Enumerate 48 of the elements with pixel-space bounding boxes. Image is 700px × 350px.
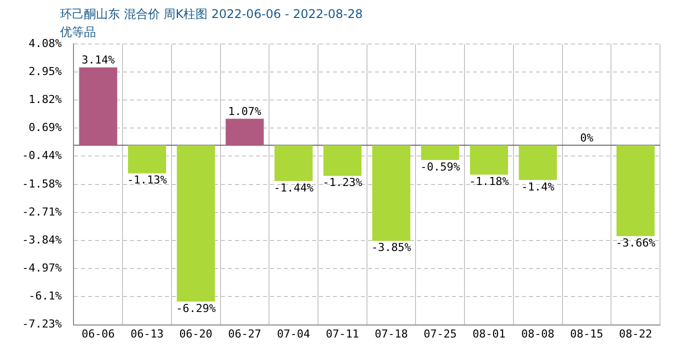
data-label: -6.29% [176, 302, 216, 315]
data-label: -1.23% [322, 176, 363, 190]
data-label: -1.4% [521, 180, 555, 194]
y-tick-label: 0.69% [28, 121, 62, 134]
bar [128, 145, 166, 174]
bar [616, 145, 655, 236]
y-tick-label: -1.58% [22, 177, 62, 190]
x-tick-label: 06-13 [130, 327, 164, 340]
x-tick-label: 07-25 [424, 327, 457, 340]
y-tick-label: -7.23% [22, 318, 62, 331]
x-tick-label: 06-20 [179, 327, 212, 340]
bar [421, 145, 460, 160]
x-tick-label: 07-18 [374, 327, 408, 340]
data-label: -3.66% [616, 236, 656, 250]
y-tick-label: -4.97% [22, 262, 62, 275]
y-tick-label: -3.84% [22, 233, 62, 246]
x-tick-label: 08-15 [570, 327, 604, 340]
bar [518, 145, 557, 180]
data-label: -1.18% [469, 174, 510, 188]
x-tick-label: 08-08 [521, 327, 554, 340]
bar [274, 145, 313, 182]
data-label: -0.59% [420, 160, 460, 174]
x-tick-label: 08-22 [619, 327, 652, 340]
bar [323, 145, 362, 176]
y-tick-label: 4.08% [28, 36, 62, 50]
x-tick-label: 07-04 [277, 327, 311, 340]
data-label: -3.85% [371, 241, 412, 254]
x-tick-label: 06-27 [228, 327, 262, 340]
chart-subtitle: 优等品 [60, 24, 96, 39]
x-tick-label: 08-01 [472, 327, 506, 340]
data-label: 1.07% [228, 105, 262, 118]
chart-title: 环己酮山东 混合价 周K柱图 2022-06-06 - 2022-08-28 [60, 6, 363, 23]
bar [79, 67, 118, 146]
bar [372, 145, 410, 241]
y-tick-label: 2.95% [28, 64, 62, 78]
y-tick-label: -6.1% [28, 290, 62, 303]
data-label: 0% [580, 132, 594, 145]
x-tick-label: 07-11 [326, 327, 359, 340]
data-label: 3.14% [82, 54, 116, 67]
y-tick-label: 1.82% [28, 92, 62, 106]
y-tick-label: -2.71% [22, 205, 62, 218]
bar [176, 145, 215, 302]
x-tick-label: 06-06 [82, 327, 115, 340]
data-label: -1.44% [274, 181, 314, 194]
bar [470, 145, 508, 175]
bar [226, 118, 264, 146]
data-label: -1.13% [127, 174, 168, 187]
y-tick-label: -0.44% [22, 149, 62, 162]
